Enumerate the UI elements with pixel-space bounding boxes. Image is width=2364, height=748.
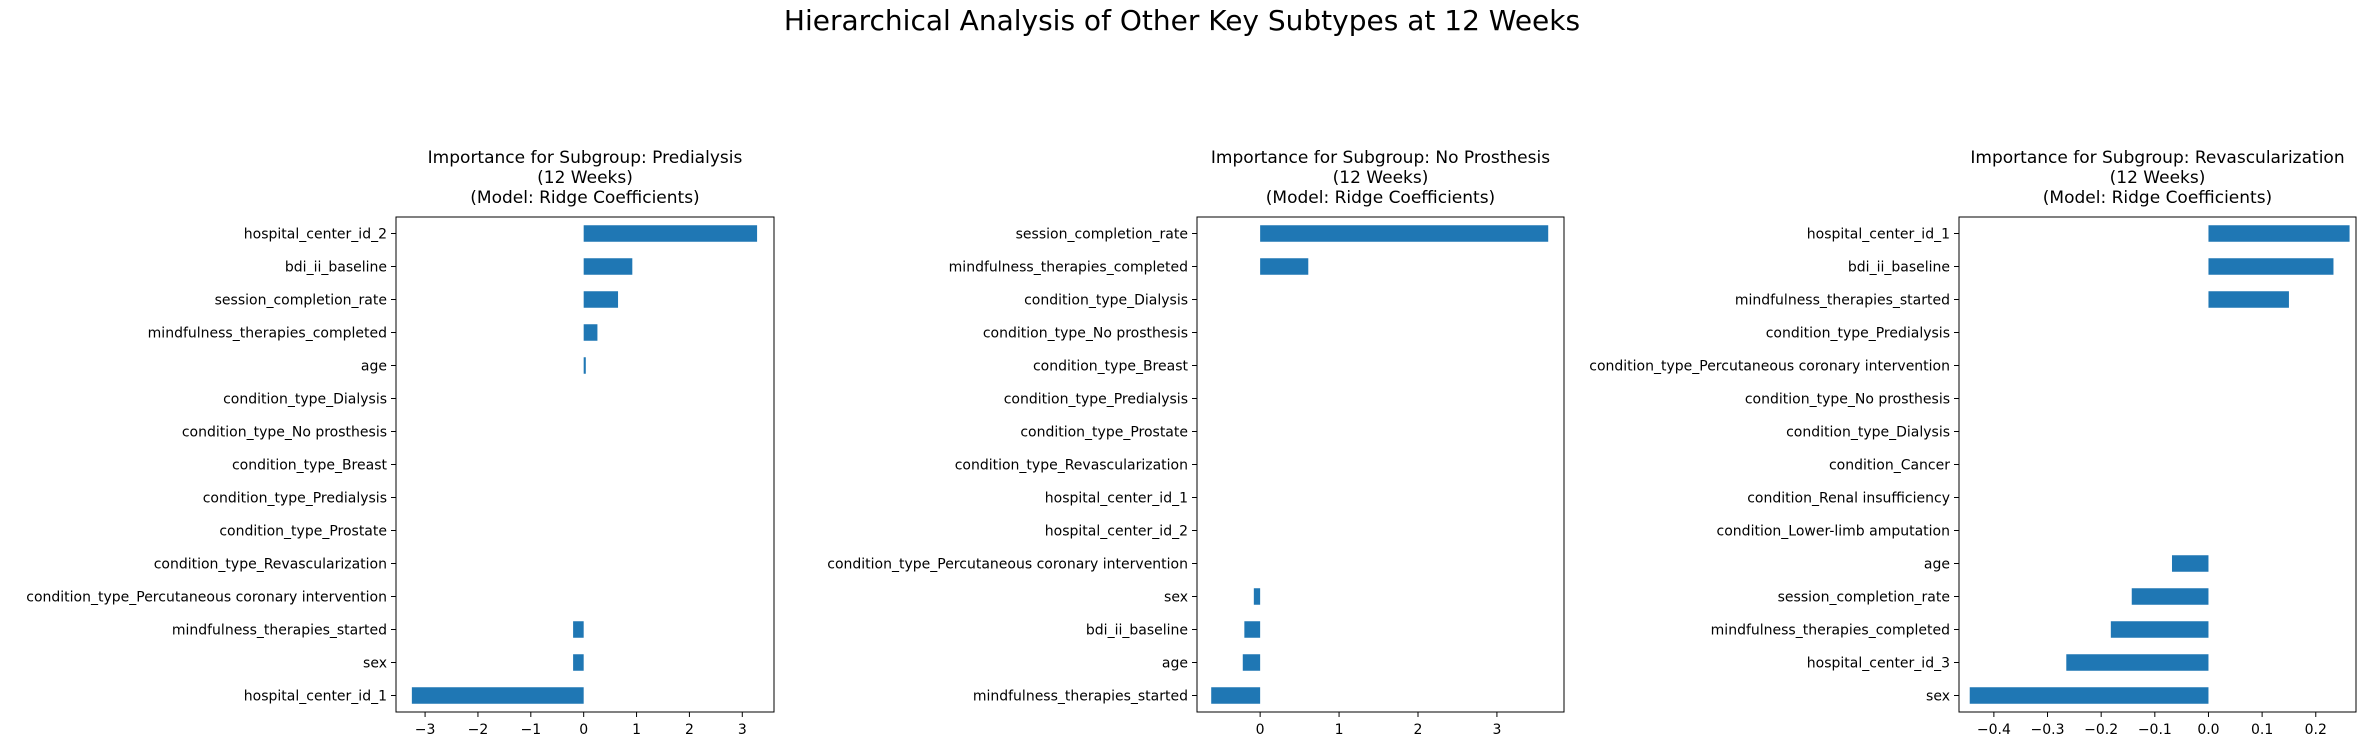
y-tick-label: condition_type_Breast <box>232 458 388 474</box>
x-tick-label: −3 <box>415 722 436 738</box>
x-tick-label: −0.1 <box>2138 722 2172 738</box>
x-tick-label: 0.2 <box>2305 722 2327 738</box>
y-tick-label: condition_type_Predialysis <box>1004 392 1188 408</box>
bar <box>2110 621 2209 638</box>
y-tick-label: condition_type_No prosthesis <box>182 425 387 441</box>
x-tick-label: 2 <box>1414 722 1423 738</box>
y-tick-label: age <box>1924 557 1950 573</box>
x-tick-label: 3 <box>1492 722 1501 738</box>
chart-title-line: (12 Weeks) <box>537 168 633 188</box>
x-tick-label: 1 <box>1335 722 1344 738</box>
bar <box>573 621 584 638</box>
y-tick-label: condition_type_Prostate <box>219 524 387 540</box>
y-tick-label: bdi_ii_baseline <box>1086 623 1188 639</box>
x-tick-label: 0 <box>1256 722 1265 738</box>
x-tick-label: 1 <box>632 722 641 738</box>
x-tick-label: 2 <box>685 722 694 738</box>
y-tick-label: sex <box>363 656 387 672</box>
x-tick-label: 0.0 <box>2197 722 2219 738</box>
y-tick-label: condition_type_Dialysis <box>223 392 387 408</box>
y-tick-label: mindfulness_therapies_started <box>1735 293 1950 309</box>
y-tick-label: condition_type_Breast <box>1033 359 1189 375</box>
bar <box>573 654 584 671</box>
y-tick-label: hospital_center_id_1 <box>1807 227 1950 243</box>
bar <box>583 357 586 374</box>
y-tick-label: bdi_ii_baseline <box>285 260 387 276</box>
x-tick-label: 0 <box>579 722 588 738</box>
bar <box>2131 588 2209 605</box>
chart-title-line: (Model: Ridge Coefficients) <box>1266 188 1495 208</box>
bar <box>583 291 619 308</box>
chart-title-line: (Model: Ridge Coefficients) <box>2043 188 2272 208</box>
x-tick-label: 3 <box>738 722 747 738</box>
chart-panel-3: Importance for Subgroup: Revascularizati… <box>1589 148 2357 738</box>
x-tick-label: −0.3 <box>2031 722 2065 738</box>
y-tick-label: hospital_center_id_1 <box>1045 491 1188 507</box>
y-tick-label: condition_type_Predialysis <box>203 491 387 507</box>
chart-title-line: (Model: Ridge Coefficients) <box>470 188 699 208</box>
y-tick-label: mindfulness_therapies_completed <box>1711 623 1950 639</box>
y-tick-label: hospital_center_id_1 <box>244 689 387 705</box>
y-tick-label: mindfulness_therapies_completed <box>949 260 1188 276</box>
y-tick-label: session_completion_rate <box>1016 227 1188 243</box>
bar <box>2171 555 2209 572</box>
y-tick-label: condition_Renal insufficiency <box>1747 491 1950 507</box>
y-tick-label: condition_type_Percutaneous coronary int… <box>26 590 387 606</box>
y-tick-label: mindfulness_therapies_completed <box>148 326 387 342</box>
chart-title-line: Importance for Subgroup: Revascularizati… <box>1970 148 2344 168</box>
x-tick-label: −1 <box>520 722 541 738</box>
y-tick-label: hospital_center_id_3 <box>1807 656 1950 672</box>
y-tick-label: age <box>361 359 387 375</box>
y-tick-label: condition_type_Percutaneous coronary int… <box>827 557 1188 573</box>
y-tick-label: hospital_center_id_2 <box>1045 524 1188 540</box>
bar <box>583 225 758 242</box>
y-tick-label: condition_type_Prostate <box>1020 425 1188 441</box>
bar <box>2208 291 2289 308</box>
y-tick-label: session_completion_rate <box>215 293 387 309</box>
y-tick-label: mindfulness_therapies_started <box>973 689 1188 705</box>
figure-title: Hierarchical Analysis of Other Key Subty… <box>783 4 1581 37</box>
x-tick-label: −2 <box>468 722 489 738</box>
bar <box>1253 588 1261 605</box>
y-tick-label: age <box>1162 656 1188 672</box>
bar <box>2208 225 2350 242</box>
y-tick-label: condition_Cancer <box>1829 458 1950 474</box>
y-tick-label: session_completion_rate <box>1778 590 1950 606</box>
bar <box>583 258 633 275</box>
y-tick-label: condition_Lower-limb amputation <box>1717 524 1950 540</box>
bar <box>583 324 598 341</box>
y-tick-label: condition_type_Revascularization <box>154 557 387 573</box>
x-tick-label: −0.2 <box>2084 722 2118 738</box>
bar <box>2066 654 2209 671</box>
y-tick-label: condition_type_Predialysis <box>1766 326 1950 342</box>
x-tick-label: −0.4 <box>1977 722 2011 738</box>
y-tick-label: condition_type_Dialysis <box>1024 293 1188 309</box>
bar <box>1969 687 2209 704</box>
bar <box>1244 621 1261 638</box>
y-tick-label: condition_type_No prosthesis <box>983 326 1188 342</box>
y-tick-label: bdi_ii_baseline <box>1848 260 1950 276</box>
chart-panel-2: Importance for Subgroup: No Prosthesis(1… <box>827 148 1565 738</box>
y-tick-label: mindfulness_therapies_started <box>172 623 387 639</box>
y-tick-label: condition_type_Dialysis <box>1786 425 1950 441</box>
bar <box>2208 258 2334 275</box>
y-tick-label: condition_type_Percutaneous coronary int… <box>1589 359 1950 375</box>
y-tick-label: hospital_center_id_2 <box>244 227 387 243</box>
y-tick-label: sex <box>1926 689 1950 705</box>
chart-title-line: Importance for Subgroup: Predialysis <box>428 148 743 168</box>
chart-title-line: (12 Weeks) <box>2110 168 2206 188</box>
bar <box>1260 258 1309 275</box>
y-tick-label: sex <box>1164 590 1188 606</box>
chart-title-line: (12 Weeks) <box>1333 168 1429 188</box>
chart-title-line: Importance for Subgroup: No Prosthesis <box>1211 148 1550 168</box>
y-tick-label: condition_type_Revascularization <box>955 458 1188 474</box>
bar <box>1260 225 1549 242</box>
bar <box>411 687 584 704</box>
bar <box>1242 654 1261 671</box>
x-tick-label: 0.1 <box>2251 722 2273 738</box>
chart-panel-1: Importance for Subgroup: Predialysis(12 … <box>26 148 775 738</box>
bar <box>1211 687 1261 704</box>
y-tick-label: condition_type_No prosthesis <box>1745 392 1950 408</box>
